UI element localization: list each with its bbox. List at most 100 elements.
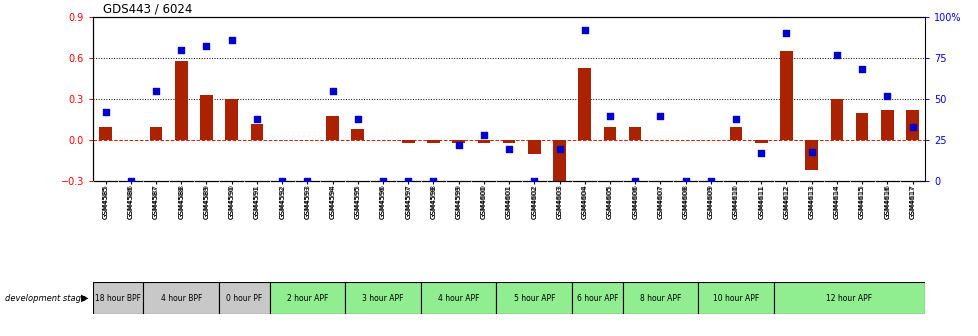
Point [400,179,416,184]
Text: 6 hour APF: 6 hour APF [576,294,617,303]
Bar [250,124,263,140]
Text: GSM4600: GSM4600 [480,184,486,219]
Bar [503,140,514,143]
Text: GSM4603: GSM4603 [556,184,562,219]
Text: 0 hour PF: 0 hour PF [226,294,262,303]
Text: GSM4592: GSM4592 [279,184,285,219]
Text: GSM4599: GSM4599 [455,184,462,219]
Text: GDS443 / 6024: GDS443 / 6024 [103,2,192,15]
Text: 4 hour BPF: 4 hour BPF [160,294,201,303]
Text: 4 hour APF: 4 hour APF [437,294,479,303]
Bar [571,282,622,314]
Text: GSM4614: GSM4614 [833,184,839,219]
Point [576,27,592,33]
Text: GSM4586: GSM4586 [128,184,134,219]
Bar [93,282,144,314]
Bar [421,282,496,314]
Bar [150,127,162,140]
Text: 10 hour APF: 10 hour APF [712,294,758,303]
Point [854,67,869,72]
Text: GSM4590: GSM4590 [229,184,235,219]
Bar [345,282,421,314]
Point [274,179,289,184]
Text: GSM4615: GSM4615 [859,184,865,219]
Text: GSM4588: GSM4588 [178,184,184,219]
Text: GSM4591: GSM4591 [253,184,259,219]
Point [803,149,819,155]
Point [450,142,466,148]
Bar [603,127,615,140]
Point [173,47,189,52]
Point [475,133,491,138]
Point [702,179,718,184]
Bar [200,95,212,140]
Bar [225,99,238,140]
Point [828,52,844,57]
Text: GSM4610: GSM4610 [733,184,738,219]
Text: 2 hour APF: 2 hour APF [287,294,328,303]
Text: GSM4612: GSM4612 [782,184,788,219]
Text: GSM4594: GSM4594 [330,184,335,219]
Point [349,116,365,122]
Text: 18 hour BPF: 18 hour BPF [95,294,141,303]
Text: 12 hour APF: 12 hour APF [825,294,871,303]
Point [728,116,743,122]
Point [652,113,668,118]
Bar [99,127,111,140]
Text: GSM4616: GSM4616 [883,184,889,219]
Text: GSM4617: GSM4617 [909,184,914,219]
Bar [697,282,773,314]
Point [299,179,315,184]
Point [526,179,542,184]
Bar [219,282,269,314]
Text: GSM4601: GSM4601 [506,184,511,219]
Point [123,179,139,184]
Bar [773,282,924,314]
Text: GSM4595: GSM4595 [354,184,361,219]
Bar [805,140,818,170]
Text: GSM4613: GSM4613 [808,184,814,219]
Point [778,31,793,36]
Point [375,179,390,184]
Text: GSM4596: GSM4596 [379,184,385,219]
Text: GSM4602: GSM4602 [531,184,537,219]
Text: GSM4606: GSM4606 [632,184,638,219]
Text: GSM4597: GSM4597 [405,184,411,219]
Point [753,151,769,156]
Bar [829,99,842,140]
Point [224,37,240,43]
Text: GSM4609: GSM4609 [707,184,713,219]
Bar [754,140,767,143]
Point [552,146,567,151]
Point [199,44,214,49]
Text: ▶: ▶ [80,293,88,303]
Point [425,179,441,184]
Point [148,88,163,94]
Bar [326,116,338,140]
Text: 3 hour APF: 3 hour APF [362,294,403,303]
Bar [628,127,641,140]
Bar [622,282,697,314]
Text: GSM4587: GSM4587 [153,184,158,219]
Bar [578,68,591,140]
Bar [729,127,741,140]
Point [878,93,894,98]
Text: GSM4589: GSM4589 [203,184,209,219]
Bar [906,110,918,140]
Point [627,179,643,184]
Bar [779,51,792,140]
Bar [477,140,490,143]
Point [677,179,692,184]
Text: 8 hour APF: 8 hour APF [639,294,681,303]
Bar [855,113,867,140]
Bar [880,110,893,140]
Point [501,146,516,151]
Text: development stage: development stage [5,294,86,303]
Text: GSM4607: GSM4607 [656,184,663,219]
Bar [402,140,414,143]
Point [248,116,264,122]
Bar [351,129,364,140]
Text: GSM4585: GSM4585 [103,184,109,219]
Point [98,110,113,115]
Text: GSM4608: GSM4608 [682,184,688,219]
